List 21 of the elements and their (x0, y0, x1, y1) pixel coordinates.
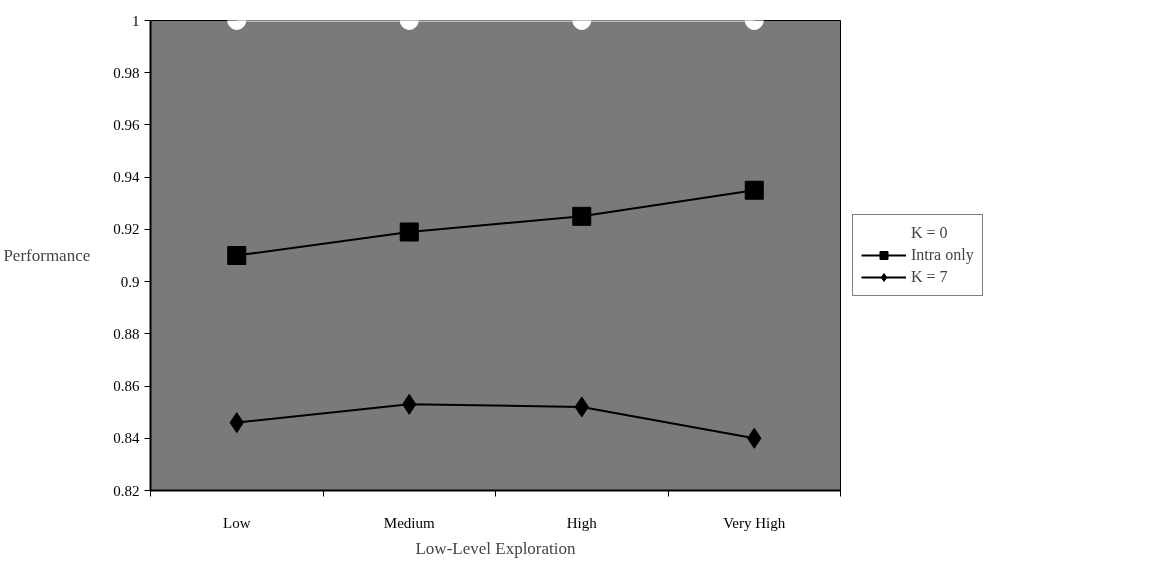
y-tick-label: 0.92 (113, 221, 140, 238)
y-tick-label: 0.82 (113, 482, 140, 499)
point (399, 222, 419, 242)
legend-label: Intra only (911, 246, 974, 264)
point (227, 246, 247, 265)
y-tick-label: 0.9 (120, 273, 140, 290)
y-tick-label: 0.96 (113, 116, 140, 133)
y-tick-label: 0.88 (113, 325, 140, 342)
y-tick-label: 0.98 (113, 64, 140, 81)
y-tick-label: 0.84 (113, 430, 140, 447)
x-tick-label: Very High (723, 514, 786, 531)
legend-label: K = 7 (911, 268, 948, 286)
x-tick-label: Low (223, 514, 251, 531)
y-tick-label: 1 (132, 12, 140, 29)
x-tick-label: High (566, 514, 598, 531)
y-axis-title: Performance (3, 246, 91, 265)
x-tick-label: Medium (383, 514, 435, 531)
y-tick-label: 0.86 (113, 378, 140, 395)
text: K = 0 (911, 224, 948, 242)
x-axis-title: Low-Level Exploration (415, 538, 577, 558)
y-tick-label: 0.94 (113, 169, 140, 186)
